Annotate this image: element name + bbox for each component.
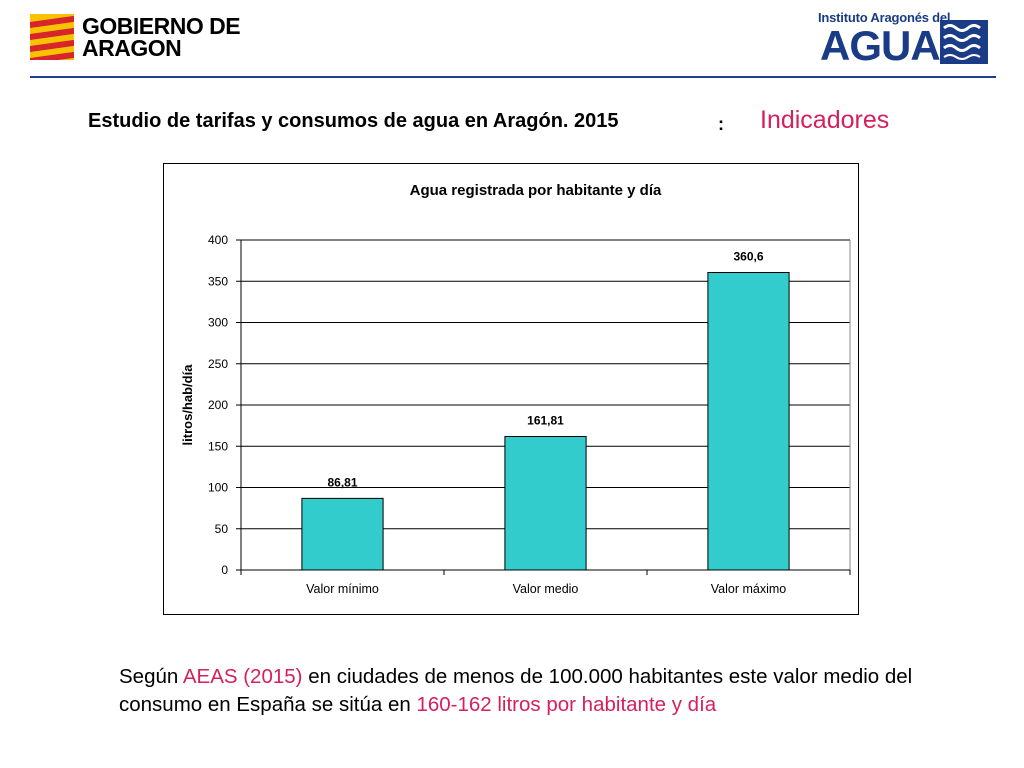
page-heading: Estudio de tarifas y consumos de agua en… [88,106,889,134]
data-label: 86,81 [327,475,357,489]
x-tick-label: Valor máximo [711,582,787,596]
section-label: Indicadores [760,106,890,134]
chart-container: Agua registrada por habitante y día 0 50 10… [163,163,859,615]
footer-note: Según AEAS (2015) en ciudades de menos d… [119,663,919,719]
y-tick-label: 400 [208,233,228,247]
footer-source: AEAS (2015) [182,665,303,688]
y-tick-label: 150 [208,439,228,453]
page-title: Estudio de tarifas y consumos de agua en… [88,110,619,132]
y-tick-label: 250 [208,357,228,371]
bar-1 [301,497,384,571]
y-axis-label: litros/hab/día [180,364,195,446]
agua-label: AGUA [820,22,941,69]
y-tick-label: 300 [208,316,228,330]
y-tick-label: 50 [215,522,229,536]
footer-range: 160-162 litros por habitante y día [416,693,717,716]
y-tick-label: 350 [208,274,228,288]
x-tick-label: Valor medio [513,582,579,596]
data-label: 161,81 [527,414,564,428]
data-label: 360,6 [733,250,763,264]
gobierno-aragon-logo: GOBIERNO DE ARAGON [30,13,241,64]
y-tick-label: 200 [208,398,228,412]
gobierno-aragon-logo-text: GOBIERNO DE ARAGON [82,13,241,61]
y-tick-label: 100 [208,481,228,495]
aragon-flag-icon [30,14,74,60]
y-tick-label: 0 [221,563,228,577]
bar-3 [707,272,790,571]
footer-text-2: en ciudades de menos de 100.000 habitant… [119,665,913,716]
bar-2 [504,436,587,571]
x-tick-label: Valor mínimo [306,582,379,596]
chart-title: Agua registrada por habitante y día [410,182,662,199]
title-separator: : [718,114,724,134]
header-divider [30,76,996,78]
bar-chart: Agua registrada por habitante y día 0 50 10… [180,182,851,596]
footer-text-1: Según [119,665,183,688]
instituto-agua-logo: Instituto Aragonés del AGUA [818,10,993,69]
water-waves-icon [940,20,988,64]
instituto-label: Instituto Aragonés del [818,10,951,25]
